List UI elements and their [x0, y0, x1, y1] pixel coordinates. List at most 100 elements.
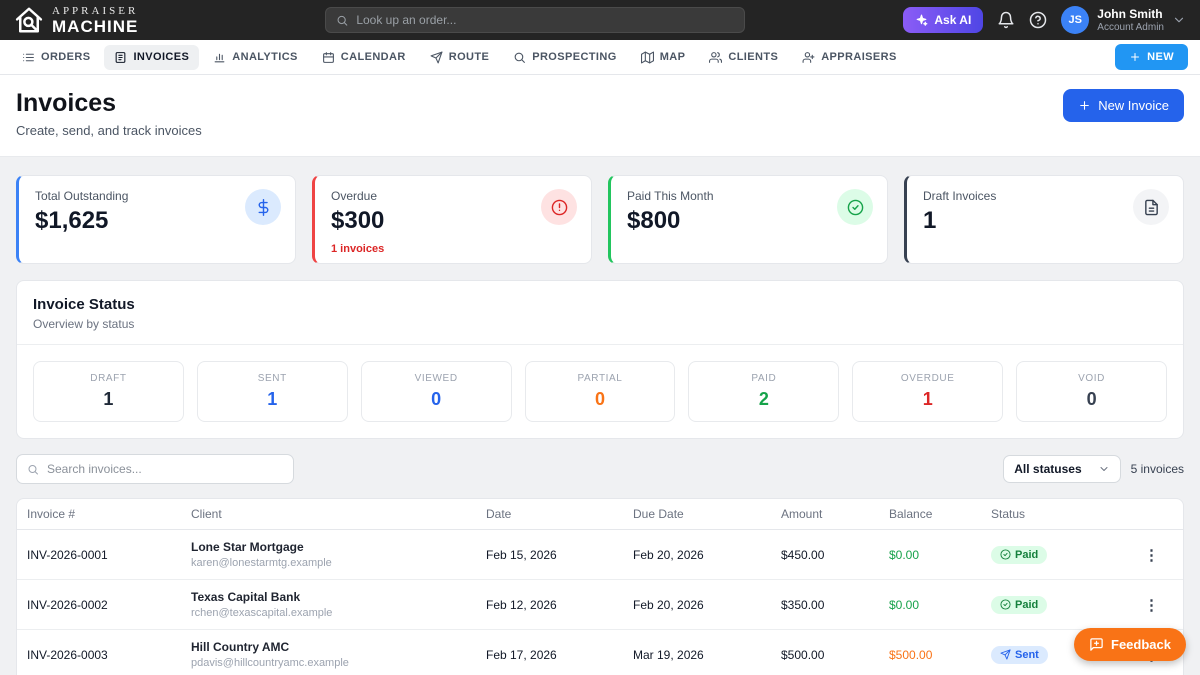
- invoice-toolbar: All statuses 5 invoices: [16, 454, 1184, 484]
- ask-ai-button[interactable]: Ask AI: [903, 7, 984, 33]
- invoice-count: 5 invoices: [1130, 462, 1184, 476]
- status-box-partial[interactable]: PARTIAL 0: [524, 361, 676, 422]
- ask-ai-label: Ask AI: [934, 13, 972, 27]
- send-icon: [1000, 649, 1011, 660]
- stat-value: $300: [331, 207, 385, 234]
- check-circle-icon: [1000, 549, 1011, 560]
- nav-tab-clients[interactable]: CLIENTS: [699, 45, 788, 70]
- plus-icon: [1129, 51, 1141, 63]
- cell-actions: ⋮: [1121, 529, 1183, 580]
- column-header-actions: [1121, 499, 1183, 530]
- nav-tab-orders[interactable]: ORDERS: [12, 45, 100, 70]
- client-name: Lone Star Mortgage: [191, 540, 304, 554]
- order-lookup-search[interactable]: [325, 7, 745, 33]
- order-lookup-input[interactable]: [356, 13, 734, 27]
- column-header: Due Date: [623, 499, 771, 530]
- stat-label: Total Outstanding: [35, 189, 129, 203]
- cell-actions: ⋮: [1121, 579, 1183, 630]
- cell-amount: $450.00: [771, 529, 879, 580]
- row-menu-button[interactable]: ⋮: [1144, 546, 1160, 564]
- status-box-label: OVERDUE: [900, 373, 955, 384]
- nav-tab-analytics[interactable]: ANALYTICS: [203, 45, 308, 70]
- stat-card: Paid This Month $800: [608, 175, 888, 264]
- invoices-table: Invoice # Client Date Due Date Amount Balance…: [16, 498, 1184, 675]
- status-filter-dropdown[interactable]: All statuses: [1003, 455, 1121, 483]
- feedback-label: Feedback: [1111, 637, 1171, 652]
- nav-tab-label: CLIENTS: [728, 51, 779, 63]
- invoice-search[interactable]: [16, 454, 294, 484]
- brand-name-bottom: MACHINE: [52, 16, 139, 36]
- cell-client: Texas Capital Bank rchen@texascapital.ex…: [181, 579, 476, 630]
- cell-balance: $0.00: [879, 529, 981, 580]
- status-box-overdue[interactable]: OVERDUE 1: [852, 361, 1004, 422]
- client-name: Hill Country AMC: [191, 640, 290, 654]
- status-badge: Paid: [991, 595, 1048, 614]
- row-menu-button[interactable]: ⋮: [1144, 596, 1160, 614]
- nav-tab-appraisers[interactable]: APPRAISERS: [792, 45, 907, 70]
- cell-due-date: Feb 20, 2026: [623, 529, 771, 580]
- status-box-void[interactable]: VOID 0: [1016, 361, 1167, 422]
- nav-tab-label: MAP: [659, 51, 686, 63]
- check-circle-icon: [1000, 599, 1011, 610]
- status-box-draft[interactable]: DRAFT 1: [33, 361, 184, 422]
- status-box-paid[interactable]: PAID 2: [688, 361, 840, 422]
- status-box-sent[interactable]: SENT 1: [196, 361, 348, 422]
- invoice-search-input[interactable]: [46, 462, 283, 476]
- top-bar: APPRAISER MACHINE Ask AI JS John Smith A…: [0, 0, 1200, 40]
- stat-card: Overdue $300 1 invoices: [312, 175, 592, 264]
- plus-icon: [1078, 99, 1091, 112]
- feedback-icon: [1089, 637, 1104, 652]
- document-icon: [1143, 199, 1160, 216]
- status-box-value: 0: [1086, 389, 1097, 409]
- sparkle-icon: [915, 14, 928, 27]
- status-filter-value: All statuses: [1014, 462, 1082, 476]
- cell-invoice-number: INV-2026-0002: [17, 579, 181, 630]
- nav-tab-label: PROSPECTING: [532, 51, 617, 63]
- table-row[interactable]: INV-2026-0002 Texas Capital Bank rchen@t…: [17, 579, 1183, 630]
- bell-icon[interactable]: [997, 11, 1015, 29]
- status-box-value: 1: [267, 389, 278, 409]
- calendar-icon: [322, 51, 335, 64]
- status-box-value: 1: [922, 389, 933, 409]
- cell-due-date: Feb 20, 2026: [623, 579, 771, 630]
- nav-tab-route[interactable]: ROUTE: [420, 45, 500, 70]
- nav-tab-label: ORDERS: [41, 51, 91, 63]
- page-subtitle: Create, send, and track invoices: [16, 123, 202, 138]
- brand-name-top: APPRAISER: [52, 4, 139, 17]
- status-box-label: SENT: [257, 373, 287, 384]
- stat-icon-circle: [837, 189, 873, 225]
- status-badge-label: Paid: [1015, 598, 1039, 611]
- nav-tab-map[interactable]: MAP: [631, 45, 696, 70]
- stat-icon-circle: [541, 189, 577, 225]
- topbar-right: Ask AI JS John Smith Account Admin: [903, 6, 1186, 34]
- cell-amount: $500.00: [771, 629, 879, 675]
- status-box-value: 1: [103, 389, 114, 409]
- column-header: Client: [181, 499, 476, 530]
- user-name: John Smith: [1097, 7, 1163, 22]
- table-row[interactable]: INV-2026-0001 Lone Star Mortgage karen@l…: [17, 529, 1183, 580]
- new-button[interactable]: NEW: [1115, 44, 1188, 70]
- feedback-button[interactable]: Feedback: [1074, 628, 1186, 661]
- user-menu[interactable]: JS John Smith Account Admin: [1061, 6, 1186, 34]
- nav-tab-invoices[interactable]: INVOICES: [104, 44, 200, 70]
- invoice-status-header: Invoice Status Overview by status: [17, 281, 1183, 345]
- route-icon: [430, 51, 443, 64]
- help-icon[interactable]: [1029, 11, 1047, 29]
- status-box-label: VIEWED: [414, 373, 458, 384]
- client-email: karen@lonestarmtg.example: [191, 557, 332, 569]
- avatar: JS: [1061, 6, 1090, 34]
- brand-logo[interactable]: APPRAISER MACHINE: [14, 5, 138, 35]
- analytics-icon: [213, 51, 226, 64]
- nav-tab-prospecting[interactable]: PROSPECTING: [503, 45, 626, 70]
- status-box-value: 2: [758, 389, 769, 409]
- cell-amount: $350.00: [771, 579, 879, 630]
- stat-label: Overdue: [331, 189, 378, 203]
- nav-tab-calendar[interactable]: CALENDAR: [312, 45, 416, 70]
- status-box-label: PARTIAL: [577, 373, 623, 384]
- table-row[interactable]: INV-2026-0003 Hill Country AMC pdavis@hi…: [17, 629, 1183, 675]
- status-box-viewed[interactable]: VIEWED 0: [360, 361, 512, 422]
- new-invoice-button[interactable]: New Invoice: [1063, 89, 1184, 122]
- status-box-label: DRAFT: [90, 373, 127, 384]
- column-header: Status: [981, 499, 1121, 530]
- cell-client: Hill Country AMC pdavis@hillcountryamc.e…: [181, 629, 476, 675]
